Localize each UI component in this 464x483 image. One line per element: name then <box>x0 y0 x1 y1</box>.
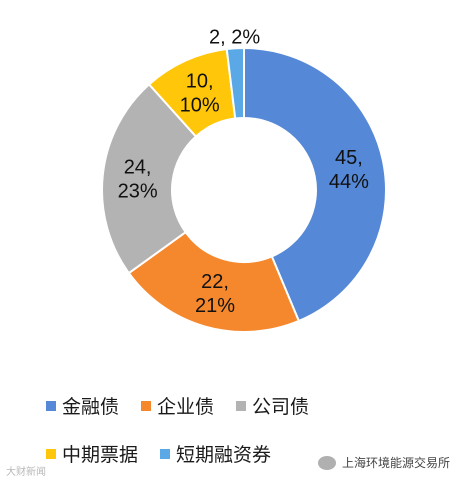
legend-item-zhongqipiaoju: 中期票据 <box>46 440 138 467</box>
slice-gongsizhai <box>101 82 198 275</box>
watermark-left: 大财新闻 <box>6 463 46 478</box>
legend-item-jinrongzhai: 金融债 <box>46 392 119 419</box>
legend-swatch <box>141 400 152 411</box>
slice-label-duanqirongziquan: 2, 2% <box>209 26 260 48</box>
wechat-icon <box>318 455 336 470</box>
slice-label-qiyezhai: 22, 21% <box>195 271 235 317</box>
legend-swatch <box>236 400 247 411</box>
legend-label: 企业债 <box>157 396 215 418</box>
watermark-left-text: 大财新闻 <box>6 467 46 478</box>
watermark-right: 上海环境能源交易所 <box>318 454 450 471</box>
donut-chart: 45, 44% 22, 21% 24, 23% 10, 10% 2, 2% <box>101 26 387 333</box>
legend-swatch <box>46 400 56 411</box>
legend-label: 金融债 <box>62 396 120 418</box>
legend-item-gongsizhai: 公司债 <box>236 392 309 419</box>
legend-row-1: 金融债 企业债 公司债 <box>46 392 331 419</box>
slice-label-jinrongzhai: 45, 44% <box>329 147 369 193</box>
slice-duanqirongziquan <box>225 46 245 120</box>
legend-label: 公司债 <box>252 396 310 418</box>
legend-row-2: 中期票据 短期融资券 <box>46 440 293 467</box>
slice-label-zhongqipiaoju: 10, 10% <box>180 71 220 117</box>
slice-jinrongzhai <box>243 46 387 323</box>
slice-label-gongsizhai: 24, 23% <box>118 157 158 203</box>
legend-label: 短期融资券 <box>176 444 272 466</box>
legend-item-qiyezhai: 企业债 <box>141 392 214 419</box>
legend-label: 中期票据 <box>62 444 139 466</box>
legend-item-duanqirongziquan: 短期融资券 <box>160 440 271 467</box>
legend-swatch <box>46 448 56 459</box>
slice-qiyezhai <box>127 230 301 333</box>
watermark-right-text: 上海环境能源交易所 <box>342 456 451 470</box>
legend-swatch <box>160 448 171 459</box>
